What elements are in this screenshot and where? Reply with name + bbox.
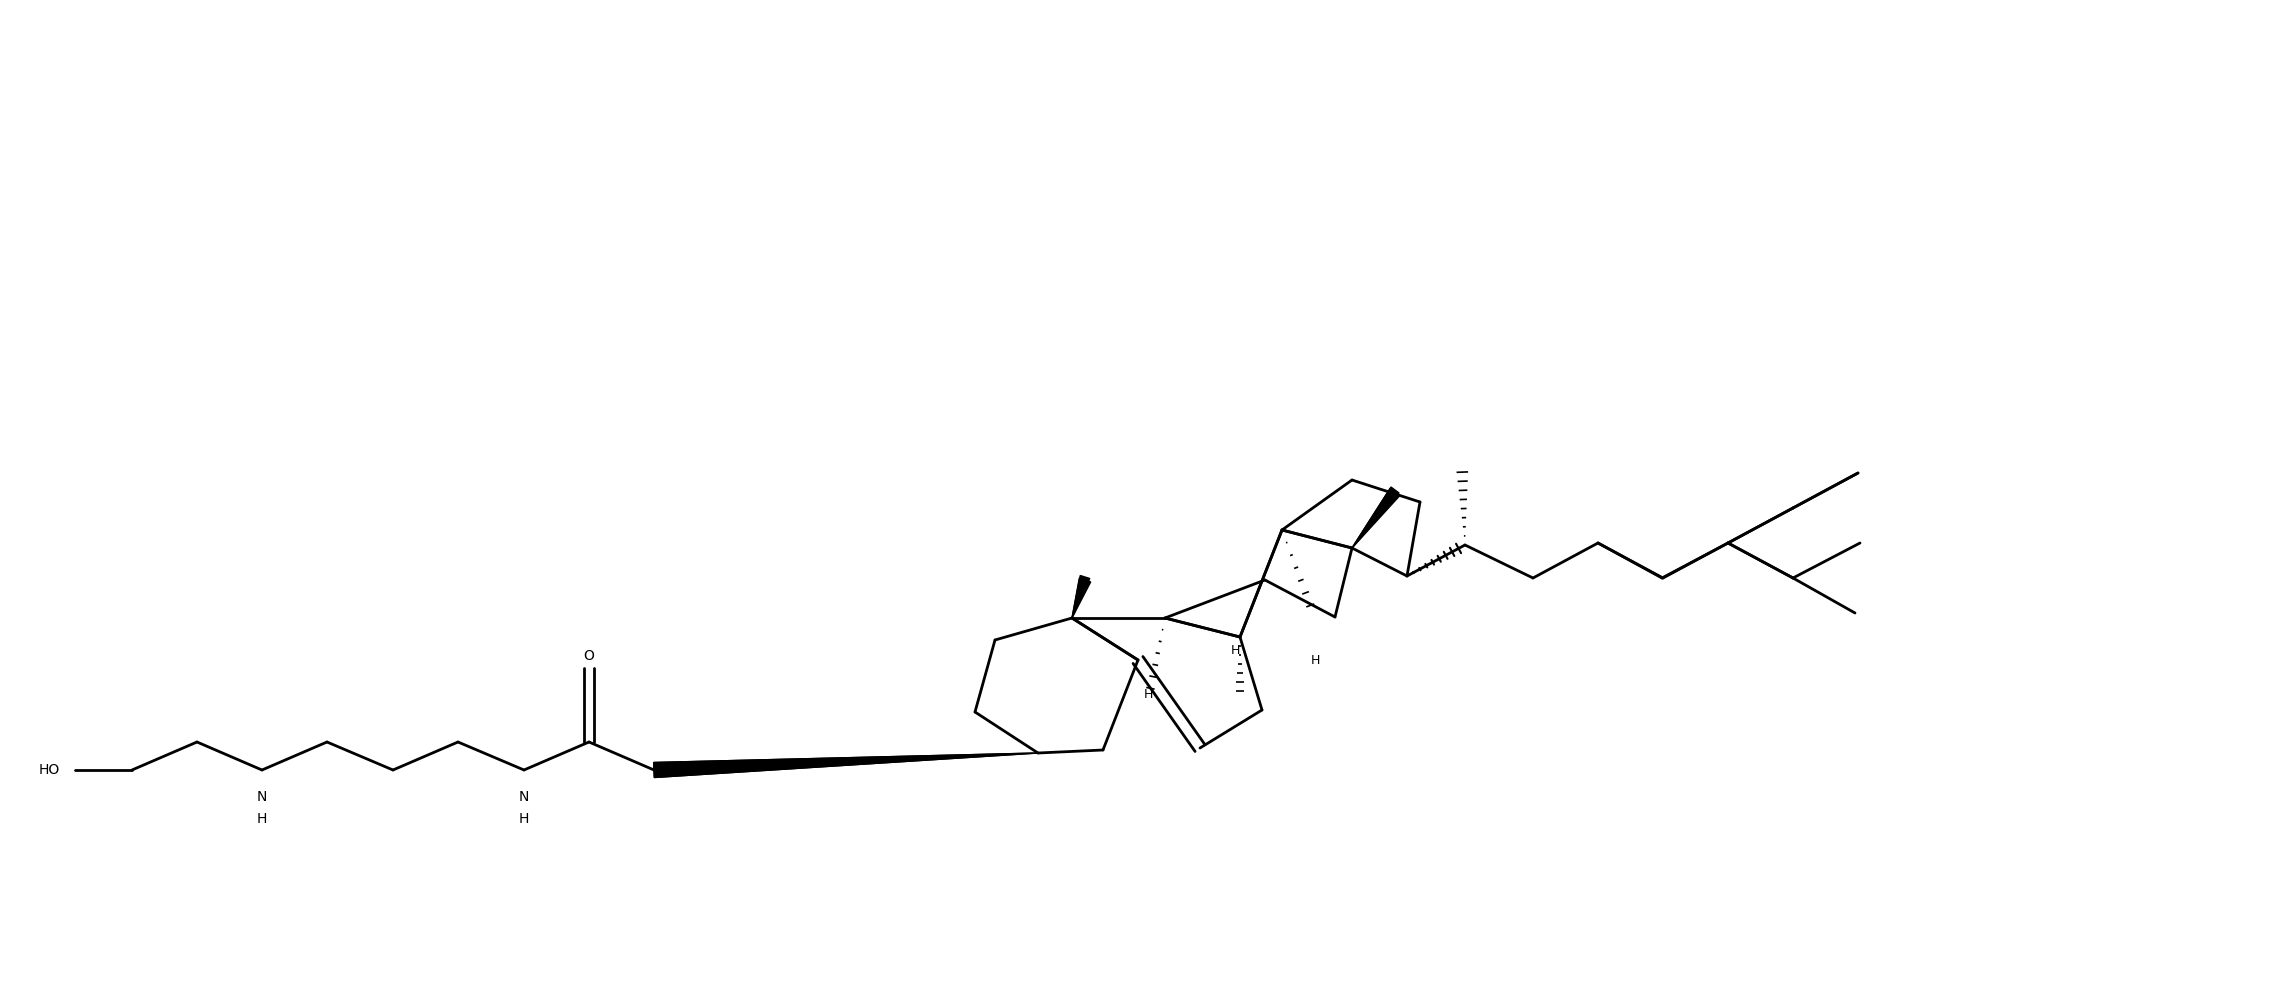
Polygon shape xyxy=(1352,487,1398,548)
Text: HO: HO xyxy=(39,763,59,777)
Text: H: H xyxy=(519,812,529,826)
Text: O: O xyxy=(583,649,595,663)
Text: N: N xyxy=(256,790,268,804)
Text: H: H xyxy=(1231,644,1240,656)
Polygon shape xyxy=(1073,576,1089,618)
Polygon shape xyxy=(654,753,1039,777)
Text: H: H xyxy=(1144,689,1153,702)
Text: H: H xyxy=(1311,653,1320,666)
Polygon shape xyxy=(1352,488,1400,548)
Text: N: N xyxy=(519,790,529,804)
Polygon shape xyxy=(1073,578,1091,618)
Text: H: H xyxy=(256,812,268,826)
Polygon shape xyxy=(654,753,1039,777)
